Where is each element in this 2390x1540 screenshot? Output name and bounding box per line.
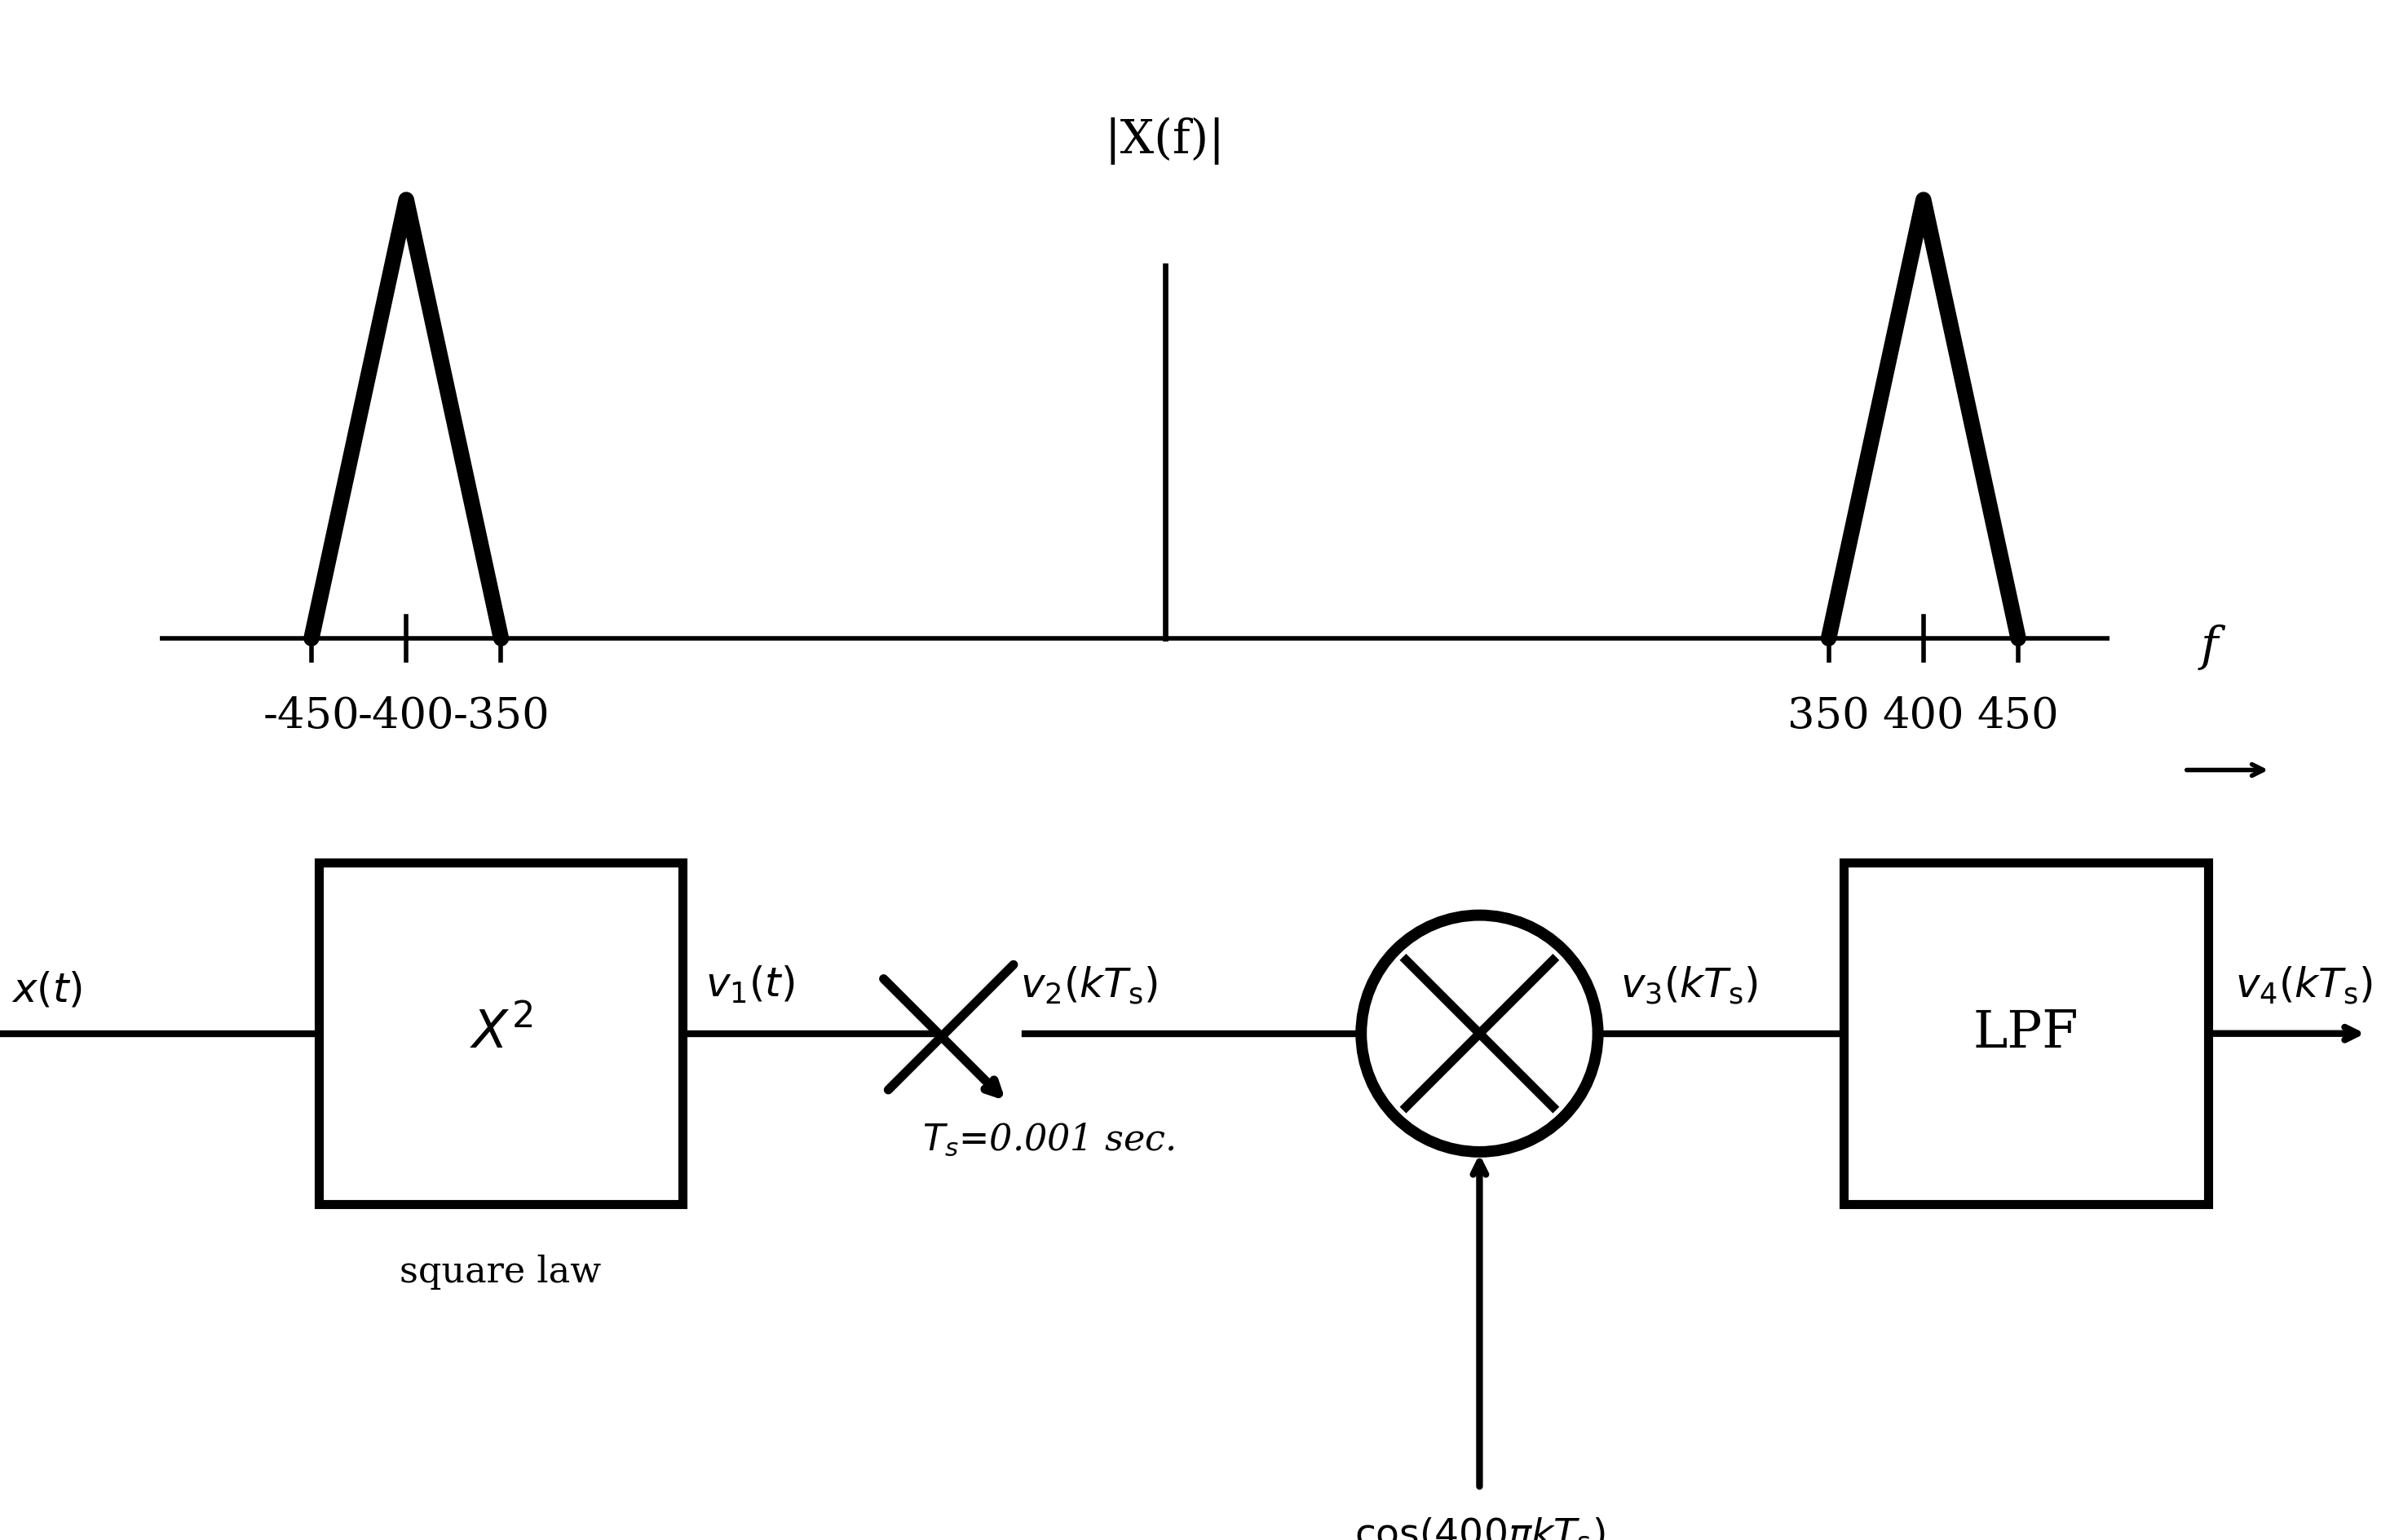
Text: 350: 350: [1788, 696, 1869, 738]
Text: 450: 450: [1977, 696, 2060, 738]
Text: $x(t)$: $x(t)$: [12, 970, 84, 1010]
Text: 400: 400: [1883, 696, 1965, 738]
Text: $X^2$: $X^2$: [468, 1009, 533, 1060]
Text: -450: -450: [263, 696, 361, 738]
Text: $T_s$=0.001 sec.: $T_s$=0.001 sec.: [923, 1121, 1173, 1158]
Text: -350: -350: [452, 696, 550, 738]
Text: $v_2(kT_{\rm s})$: $v_2(kT_{\rm s})$: [1021, 966, 1157, 1006]
Text: $v_4(kT_{\rm s})$: $v_4(kT_{\rm s})$: [2235, 966, 2373, 1006]
Text: |X(f)|: |X(f)|: [1104, 117, 1226, 165]
Text: square law: square law: [399, 1254, 602, 1289]
Text: $v_3(kT_{\rm s})$: $v_3(kT_{\rm s})$: [1620, 966, 1759, 1006]
Circle shape: [1362, 915, 1599, 1152]
Text: f: f: [2201, 624, 2218, 670]
Bar: [1843, 862, 2208, 1204]
Text: $\cos(400\pi kT_{\rm s})$: $\cos(400\pi kT_{\rm s})$: [1355, 1515, 1606, 1540]
Text: LPF: LPF: [1974, 1009, 2079, 1058]
Text: -400: -400: [358, 696, 454, 738]
Text: $v_1(t)$: $v_1(t)$: [705, 966, 796, 1006]
Bar: [318, 862, 684, 1204]
